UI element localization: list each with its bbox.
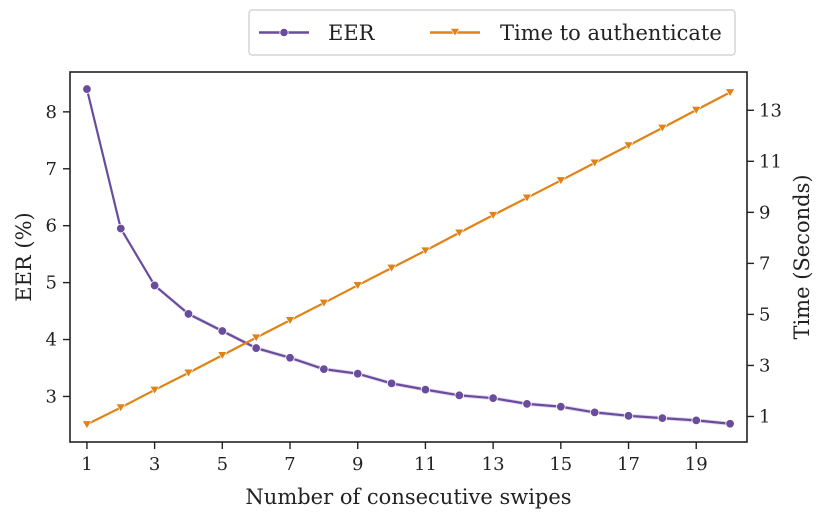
- right-y-tick-label: 5: [759, 304, 770, 325]
- x-tick-label: 11: [414, 454, 437, 475]
- left-y-tick-label: 7: [46, 159, 57, 180]
- x-tick-label: 13: [482, 454, 505, 475]
- time-point: [386, 264, 397, 273]
- time-point: [487, 211, 499, 220]
- time-point: [555, 176, 566, 186]
- x-axis: 1 3 5 7 9 11 13 15 17 19: [81, 442, 708, 475]
- eer-point: [353, 368, 363, 379]
- time-point: [183, 368, 194, 378]
- x-tick-label: 9: [352, 454, 363, 475]
- legend: EER Time to authenticate: [248, 9, 736, 56]
- time-point: [318, 299, 330, 308]
- x-tick-label: 1: [81, 454, 92, 475]
- eer-series-points: [82, 84, 735, 429]
- right-y-axis-title: Time (Seconds): [790, 174, 814, 339]
- eer-point: [319, 364, 329, 374]
- right-y-tick-label: 7: [759, 253, 770, 274]
- legend-eer-label: EER: [328, 21, 376, 45]
- eer-point: [217, 326, 228, 336]
- left-y-tick-label: 4: [46, 330, 57, 351]
- left-y-tick-label: 3: [46, 386, 57, 407]
- x-tick-label: 15: [549, 454, 572, 475]
- right-y-tick-label: 3: [759, 355, 770, 376]
- x-axis-title: Number of consecutive swipes: [245, 485, 571, 509]
- legend-time-label: Time to authenticate: [500, 21, 722, 45]
- eer-point: [420, 384, 431, 395]
- time-point: [251, 333, 262, 343]
- time-point: [81, 420, 93, 430]
- right-y-tick-label: 1: [759, 406, 770, 427]
- time-point: [691, 106, 702, 115]
- right-y-tick-label: 11: [759, 151, 782, 172]
- time-point: [284, 316, 296, 326]
- time-point: [420, 246, 431, 256]
- right-y-tick-label: 13: [759, 100, 782, 121]
- x-tick-label: 17: [617, 454, 640, 475]
- time-point: [623, 141, 634, 151]
- eer-point: [454, 390, 464, 401]
- left-y-axis: 3 4 5 6 7 8: [46, 102, 70, 407]
- legend-time-swatch-marker: [449, 28, 461, 37]
- time-point: [149, 386, 160, 395]
- legend-entry-time: Time to authenticate: [430, 21, 722, 45]
- eer-point: [82, 84, 92, 94]
- x-tick-label: 19: [685, 454, 708, 475]
- eer-point: [589, 407, 600, 418]
- eer-point: [623, 411, 634, 421]
- eer-point: [183, 309, 194, 319]
- time-point: [115, 403, 126, 413]
- eer-point: [522, 399, 532, 409]
- time-point: [521, 193, 533, 203]
- time-series-points: [81, 88, 736, 430]
- left-y-tick-label: 6: [46, 216, 57, 237]
- eer-point: [285, 353, 295, 363]
- legend-frame: [248, 9, 736, 56]
- right-y-tick-label: 9: [759, 202, 770, 223]
- time-series-line: [86, 91, 731, 426]
- x-tick-label: 3: [149, 454, 160, 475]
- left-y-axis-title: EER (%): [12, 212, 36, 302]
- eer-point: [657, 413, 668, 423]
- eer-point: [556, 402, 566, 412]
- x-tick-label: 5: [217, 454, 228, 475]
- eer-point: [149, 280, 160, 291]
- eer-point: [251, 343, 261, 353]
- legend-entry-eer: EER: [259, 21, 376, 45]
- eer-point: [116, 223, 126, 234]
- time-point: [724, 88, 736, 98]
- legend-eer-swatch-marker: [279, 27, 289, 38]
- time-point: [657, 123, 668, 133]
- eer-point: [725, 419, 735, 429]
- plot-area-frame: [69, 71, 748, 443]
- time-point: [217, 351, 228, 361]
- left-y-tick-label: 8: [46, 102, 57, 123]
- left-y-tick-label: 5: [46, 273, 57, 294]
- time-point: [454, 228, 465, 238]
- time-point: [589, 158, 600, 168]
- x-tick-label: 7: [284, 454, 295, 475]
- time-point: [352, 281, 363, 291]
- eer-point: [488, 393, 498, 403]
- eer-series-line: [85, 88, 731, 425]
- eer-point: [386, 378, 397, 389]
- eer-point: [691, 415, 701, 426]
